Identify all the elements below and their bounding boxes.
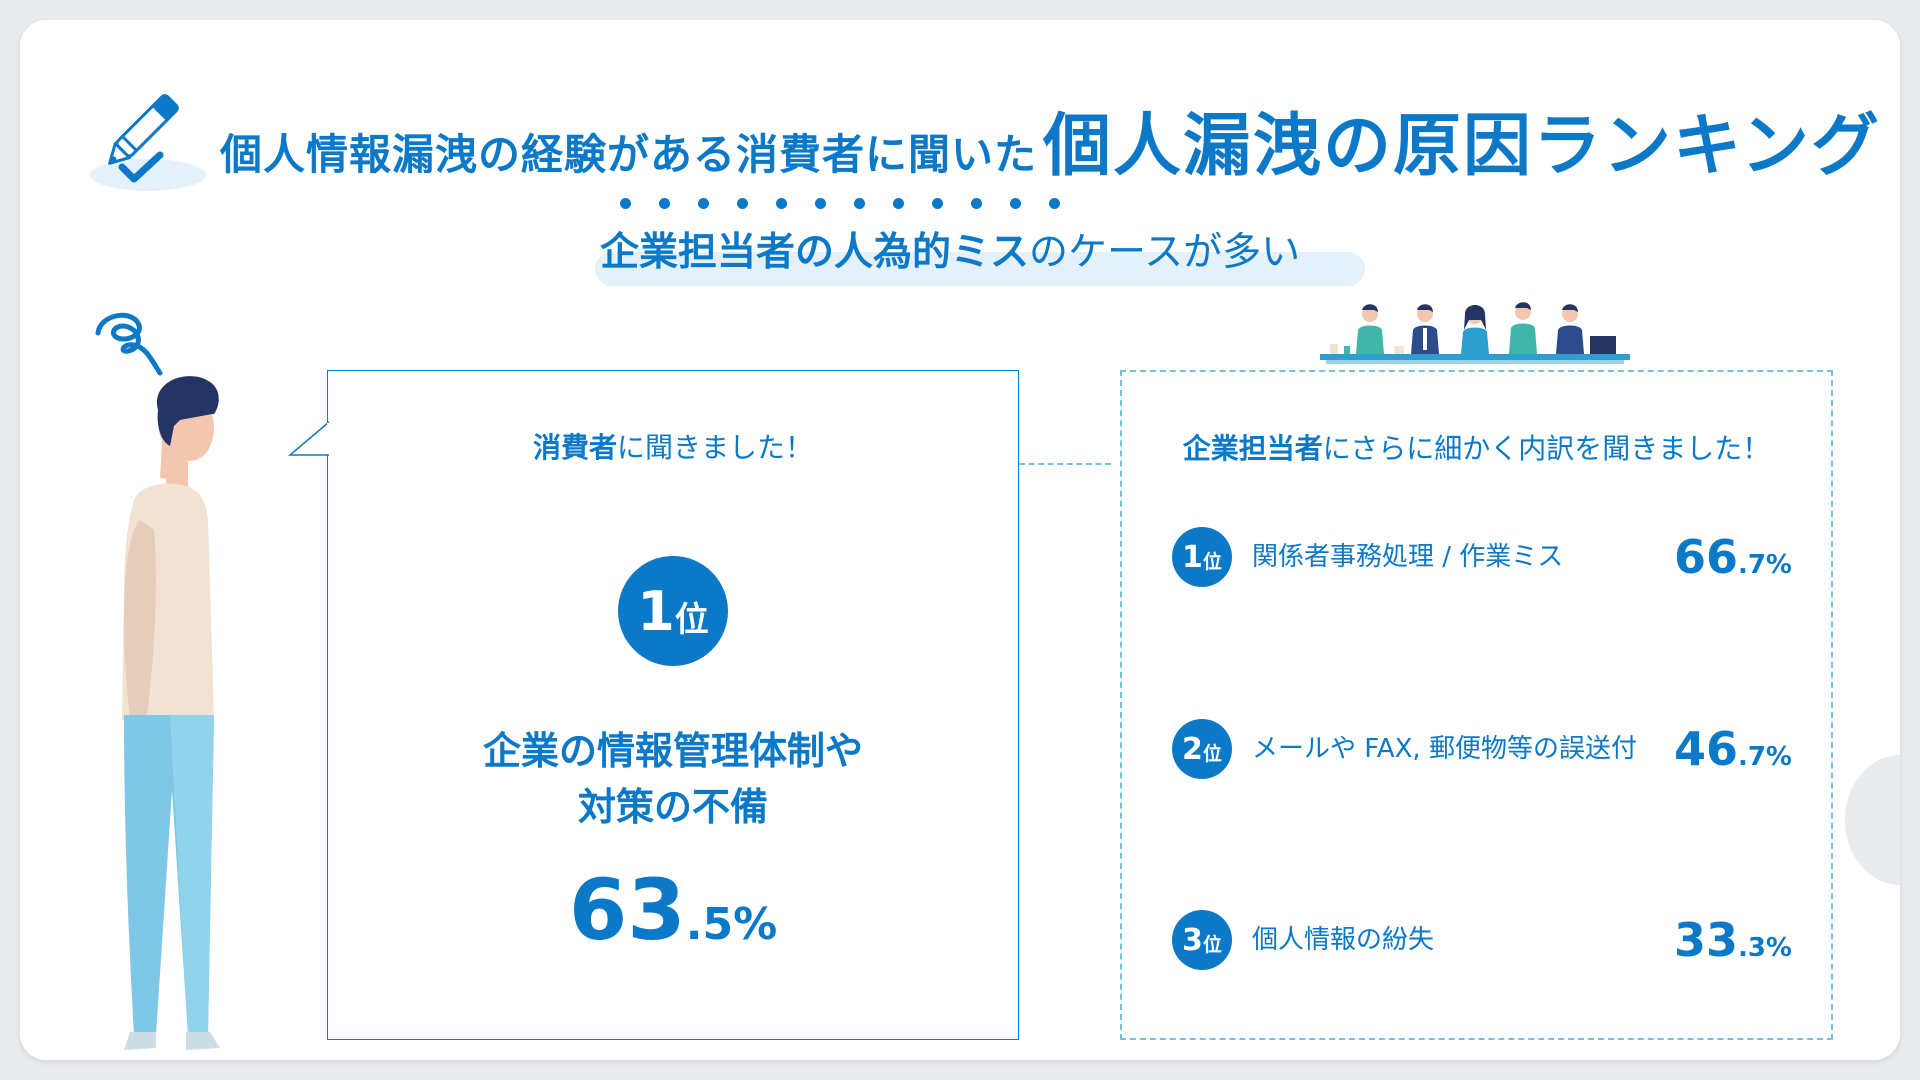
rank-percent: 46.7% [1674, 719, 1792, 779]
subtitle: 企業担当者の人為的ミスのケースが多い [600, 225, 1360, 281]
page-title: 個人情報漏洩の経験がある消費者に聞いた 個人漏洩の原因ランキング [220, 90, 1880, 186]
consumer-heading-bold: 消費者 [532, 431, 617, 464]
subtitle-rest: のケースが多い [1029, 230, 1301, 275]
percent-integer: 63 [568, 861, 686, 959]
rank-label: 関係者事務処理 / 作業ミス [1252, 542, 1564, 572]
percent-integer: 33 [1673, 913, 1738, 967]
rank-unit: 位 [1202, 933, 1222, 956]
company-heading-bold: 企業担当者 [1182, 432, 1323, 465]
speech-bubble-tail [287, 420, 331, 456]
rank-number: 1 [1182, 539, 1203, 575]
consumer-heading-rest: に聞きました！ [617, 431, 814, 464]
infographic-card: 個人情報漏洩の経験がある消費者に聞いた 個人漏洩の原因ランキング 企業担当者の人… [20, 20, 1900, 1060]
top-cause-percent: 63.5% [328, 861, 1018, 959]
rank-label: 個人情報の紛失 [1252, 925, 1435, 955]
rank-percent: 66.7% [1674, 527, 1792, 587]
subtitle-highlight [595, 252, 1365, 286]
rank-number: 1 [637, 579, 675, 643]
emphasis-dots [620, 198, 1060, 212]
percent-decimal: .5% [685, 899, 778, 950]
top-cause-line2: 対策の不備 [577, 785, 768, 829]
rank-unit: 位 [1202, 550, 1222, 573]
thinking-person-illustration [110, 370, 270, 1055]
pen-check-icon [70, 75, 220, 195]
percent-integer: 66 [1673, 530, 1738, 584]
rank-number: 3 [1182, 922, 1203, 958]
percent-decimal: .3% [1737, 933, 1792, 963]
dashed-connector [1019, 463, 1111, 465]
top-cause-text: 企業の情報管理体制や 対策の不備 [328, 723, 1018, 835]
rank-number: 2 [1182, 731, 1203, 767]
title-main: 個人漏洩の原因ランキング [1043, 107, 1881, 186]
rank-label: メールや FAX, 郵便物等の誤送付 [1252, 734, 1637, 764]
card-notch [1845, 755, 1900, 885]
subtitle-bold: 企業担当者の人為的ミス [600, 230, 1030, 275]
title-lead: 個人情報漏洩の経験がある消費者に聞いた [220, 130, 1038, 179]
percent-decimal: .7% [1737, 742, 1792, 772]
consumer-heading: 消費者に聞きました！ [328, 426, 1018, 466]
company-heading-rest: にさらに細かく内訳を聞きました！ [1322, 432, 1771, 465]
company-heading: 企業担当者にさらに細かく内訳を聞きました！ [1122, 427, 1831, 467]
confused-scribble-icon [90, 305, 170, 380]
percent-integer: 46 [1673, 722, 1738, 776]
business-people-illustration [1320, 300, 1630, 368]
top-cause-line1: 企業の情報管理体制や [482, 729, 863, 773]
percent-decimal: .7% [1737, 550, 1792, 580]
rank-percent: 33.3% [1674, 910, 1792, 970]
rank-unit: 位 [674, 599, 709, 640]
rank-unit: 位 [1202, 742, 1222, 765]
